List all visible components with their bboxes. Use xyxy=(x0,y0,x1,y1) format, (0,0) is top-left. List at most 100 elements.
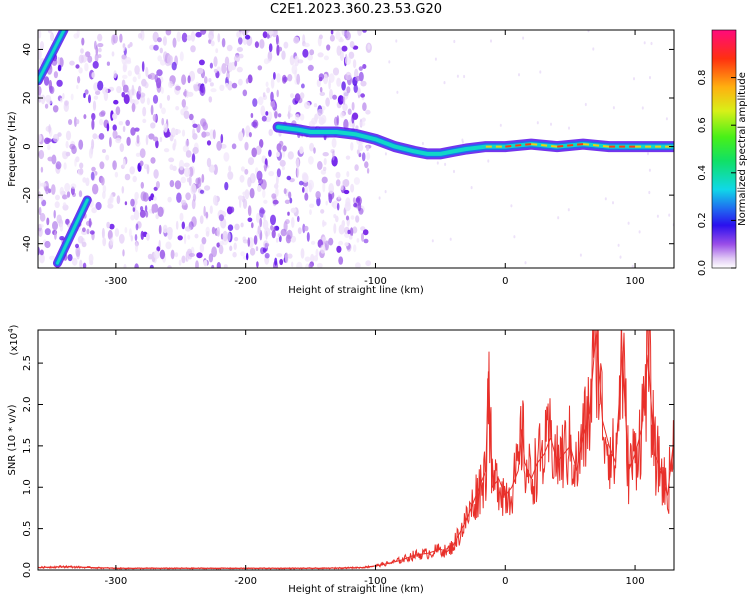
noise-blob xyxy=(149,264,154,268)
noise-blob xyxy=(296,166,300,178)
noise-blob xyxy=(264,164,267,172)
noise-blob xyxy=(222,230,228,242)
noise-blob xyxy=(98,47,102,53)
noise-blob xyxy=(279,159,286,167)
noise-blob xyxy=(51,184,56,195)
noise-blob xyxy=(106,221,111,229)
noise-blob xyxy=(627,221,630,225)
noise-blob xyxy=(219,240,224,246)
x-tick-label: -200 xyxy=(234,576,257,587)
noise-blob xyxy=(140,230,144,240)
noise-blob xyxy=(216,262,221,268)
noise-blob xyxy=(53,133,58,140)
noise-blob xyxy=(213,68,218,73)
noise-blob xyxy=(353,177,360,185)
noise-blob xyxy=(275,187,279,197)
noise-blob xyxy=(354,164,359,172)
noise-blob xyxy=(643,41,646,45)
y-tick-label: 1.0 xyxy=(22,479,33,495)
noise-blob xyxy=(181,255,186,264)
noise-blob xyxy=(134,65,140,75)
noise-blob xyxy=(99,118,104,126)
noise-blob xyxy=(165,30,172,36)
noise-blob xyxy=(155,213,159,220)
noise-blob xyxy=(134,191,139,201)
noise-blob xyxy=(57,64,62,72)
noise-blob xyxy=(185,192,191,201)
noise-blob xyxy=(192,133,198,140)
noise-blob xyxy=(113,70,117,79)
noise-blob xyxy=(95,90,101,96)
spectrogram-x-label: Height of straight line (km) xyxy=(288,285,424,296)
noise-blob xyxy=(356,149,360,155)
y-tick-label: 2.5 xyxy=(22,355,33,371)
noise-blob xyxy=(52,221,58,231)
noise-blob xyxy=(132,76,137,83)
noise-blob xyxy=(97,80,104,91)
noise-blob xyxy=(633,77,635,81)
noise-blob xyxy=(179,51,184,62)
noise-blob xyxy=(102,149,106,153)
noise-blob xyxy=(64,100,69,106)
noise-blob xyxy=(436,161,439,165)
noise-blob xyxy=(122,125,126,133)
noise-blob xyxy=(247,157,255,166)
noise-blob xyxy=(318,117,325,125)
noise-blob xyxy=(359,121,366,127)
noise-blob xyxy=(612,106,615,110)
noise-blob xyxy=(145,66,149,77)
noise-blob xyxy=(155,181,160,189)
noise-blob xyxy=(167,265,172,268)
noise-blob xyxy=(75,246,81,257)
noise-blob xyxy=(146,97,150,106)
noise-blob xyxy=(170,249,175,260)
noise-blob xyxy=(240,222,244,228)
noise-blob xyxy=(171,61,177,71)
noise-blob xyxy=(318,34,323,40)
noise-blob xyxy=(169,180,175,188)
noise-blob xyxy=(431,239,434,243)
noise-blob xyxy=(187,234,191,240)
noise-blob xyxy=(291,261,294,268)
noise-blob xyxy=(244,168,249,175)
colorbar-tick-label: 0.8 xyxy=(697,70,708,86)
x-tick-label: -100 xyxy=(364,576,387,587)
noise-blob xyxy=(73,33,79,39)
noise-blob xyxy=(40,195,44,202)
noise-blob xyxy=(262,31,268,39)
noise-blob xyxy=(309,203,315,208)
noise-blob xyxy=(251,222,254,229)
noise-blob xyxy=(348,235,353,240)
noise-blob xyxy=(316,196,321,207)
noise-blob xyxy=(239,174,245,183)
noise-blob xyxy=(159,249,166,260)
noise-blob xyxy=(349,41,355,48)
noise-blob xyxy=(132,175,137,183)
noise-blob xyxy=(274,257,278,266)
noise-blob xyxy=(195,177,201,185)
noise-blob xyxy=(41,199,47,207)
noise-blob xyxy=(236,47,243,52)
noise-blob xyxy=(310,253,315,263)
noise-blob xyxy=(348,51,355,59)
noise-blob xyxy=(114,171,119,178)
noise-blob xyxy=(293,36,300,44)
noise-blob xyxy=(122,74,128,79)
noise-blob xyxy=(102,237,107,247)
noise-blob xyxy=(248,132,252,138)
noise-blob xyxy=(363,238,369,244)
noise-blob xyxy=(38,206,42,216)
noise-blob xyxy=(124,201,128,206)
noise-blob xyxy=(200,118,207,127)
noise-blob xyxy=(87,55,93,63)
noise-blob xyxy=(166,94,171,101)
noise-blob xyxy=(443,81,446,85)
noise-blob xyxy=(641,106,644,110)
noise-blob xyxy=(365,260,372,267)
noise-blob xyxy=(218,214,224,222)
noise-blob xyxy=(347,229,351,235)
noise-blob xyxy=(339,36,343,42)
noise-blob xyxy=(550,122,552,126)
